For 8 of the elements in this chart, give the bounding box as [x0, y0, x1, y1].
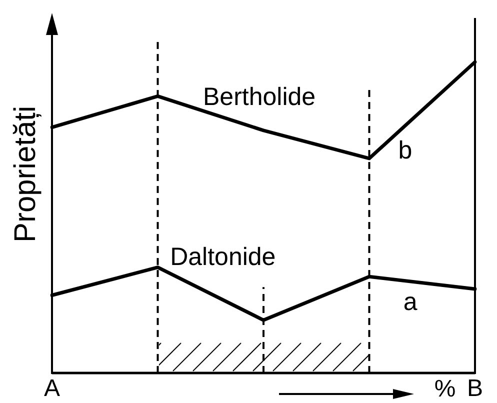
annotation: b: [398, 136, 412, 165]
series-label: Daltonide: [170, 242, 276, 271]
y-axis-title: Proprietăți: [9, 106, 42, 243]
x-tick-label: A: [44, 375, 60, 402]
x-tick-label: B: [466, 375, 484, 402]
x-axis-title: %: [434, 376, 456, 403]
series-label: Bertholide: [202, 82, 316, 111]
annotation: a: [403, 288, 418, 316]
